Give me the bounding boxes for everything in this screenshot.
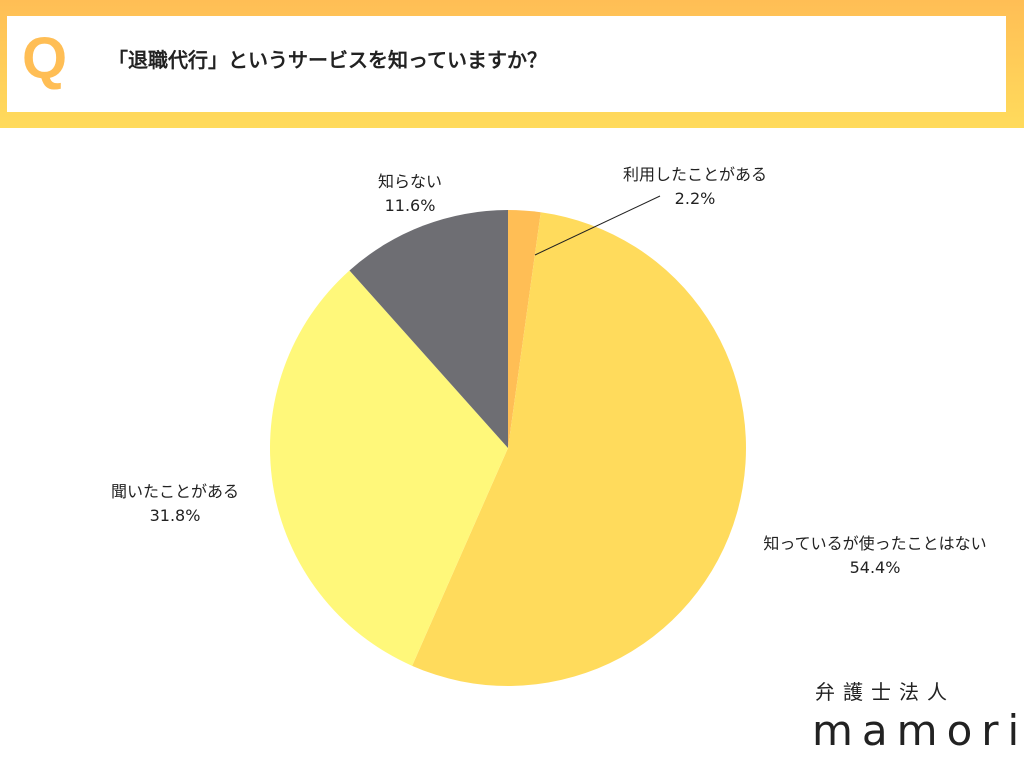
slice-value: 2.2% (674, 189, 716, 208)
label-known-not-used: 知っているが使ったことはない 54.4% (730, 532, 1020, 580)
slice-label: 利用したことがある (622, 165, 767, 184)
slice-label: 聞いたことがある (110, 482, 239, 501)
pie-slice-3 (349, 210, 508, 448)
question-title: 「退職代行」というサービスを知っていますか？ (108, 48, 547, 72)
label-used: 利用したことがある 2.2% (600, 163, 790, 211)
slice-value: 31.8% (149, 506, 201, 525)
label-heard: 聞いたことがある 31.8% (100, 480, 250, 528)
q-mark: Q (22, 26, 68, 91)
logo: mamori (812, 706, 1024, 755)
logo-subtitle: 弁護士法人 (815, 680, 955, 704)
slice-label: 知っているが使ったことはない (763, 534, 987, 553)
pie-slice-1 (412, 212, 746, 687)
slice-label: 知らない (377, 172, 442, 191)
label-unknown: 知らない 11.6% (350, 170, 470, 218)
question-box (7, 16, 1006, 112)
slice-value: 11.6% (384, 196, 436, 215)
slice-value: 54.4% (849, 558, 901, 577)
leader-line (534, 195, 661, 256)
pie-slice-2 (269, 270, 508, 666)
pie-slice-0 (508, 210, 541, 448)
